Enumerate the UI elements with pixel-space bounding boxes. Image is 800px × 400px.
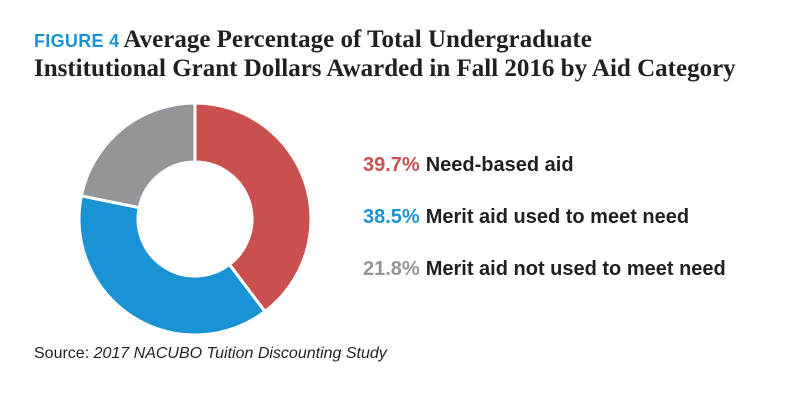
figure-title: FIGURE 4 Average Percentage of Total Unde… [34,26,774,83]
figure-label: FIGURE 4 [34,31,120,51]
legend-item-need-based: 39.7% Need-based aid [363,152,726,178]
legend-value: 39.7% [363,154,420,176]
legend-label: Merit aid not used to meet need [425,258,726,280]
source-prefix: Source: [34,345,94,362]
donut-chart [77,101,313,337]
donut-slice-3 [79,101,197,210]
donut-slice-1 [193,101,313,314]
source-note: Source: 2017 NACUBO Tuition Discounting … [34,345,387,363]
legend-value: 38.5% [363,206,420,228]
legend-label: Merit aid used to meet need [425,206,690,228]
legend-item-merit-used: 38.5% Merit aid used to meet need [363,204,726,230]
title-text-2: Institutional Grant Dollars Awarded in F… [34,55,736,82]
title-text-1: Average Percentage of Total Undergraduat… [123,26,592,53]
title-line-1: FIGURE 4 Average Percentage of Total Unde… [34,26,774,55]
source-title: 2017 NACUBO Tuition Discounting Study [93,345,387,362]
legend-item-merit-not-used: 21.8% Merit aid not used to meet need [363,256,726,282]
legend-label: Need-based aid [425,154,574,176]
legend-value: 21.8% [363,258,420,280]
donut-slice-2 [77,194,268,337]
legend: 39.7% Need-based aid 38.5% Merit aid used … [363,152,726,308]
